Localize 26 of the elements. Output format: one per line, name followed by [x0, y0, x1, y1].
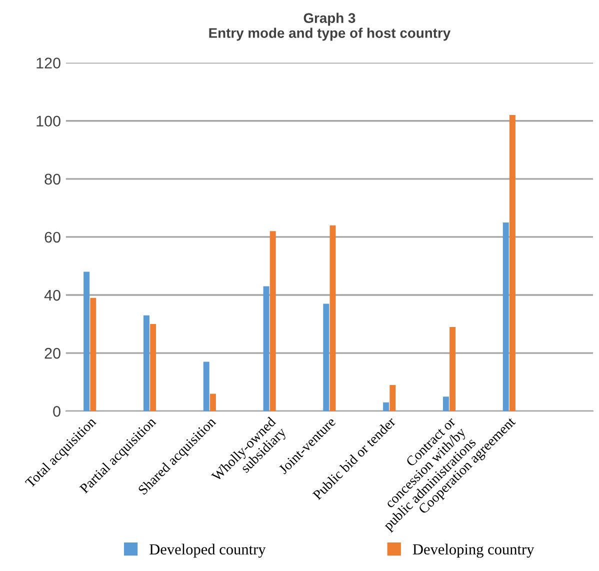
y-tick-label: 120: [36, 58, 60, 68]
y-tick-label: 40: [44, 290, 60, 301]
bar: [330, 225, 336, 412]
y-tick-label: 100: [36, 116, 60, 127]
bar: [323, 304, 330, 412]
bar: [442, 396, 449, 412]
bar: [509, 115, 516, 412]
bar: [270, 231, 276, 412]
bar: [150, 324, 156, 412]
chart-title: Graph 3 Entry mode and type of host country: [209, 12, 451, 41]
legend-label: Developed country: [150, 544, 266, 558]
y-tick-label: 20: [44, 348, 60, 359]
bar: [210, 394, 216, 412]
y-tick-label: 60: [44, 232, 60, 243]
bar: [90, 298, 96, 412]
bar: [390, 384, 396, 412]
y-tick-label: 0: [53, 406, 60, 417]
y-tick-label: 80: [44, 174, 60, 185]
bar: [383, 402, 390, 412]
legend-label: Developing country: [412, 544, 534, 558]
bar: [84, 272, 90, 412]
bar: [502, 222, 509, 412]
bar: [263, 286, 270, 412]
bar: [143, 315, 150, 412]
bar: [450, 326, 456, 412]
bar: [203, 362, 210, 412]
